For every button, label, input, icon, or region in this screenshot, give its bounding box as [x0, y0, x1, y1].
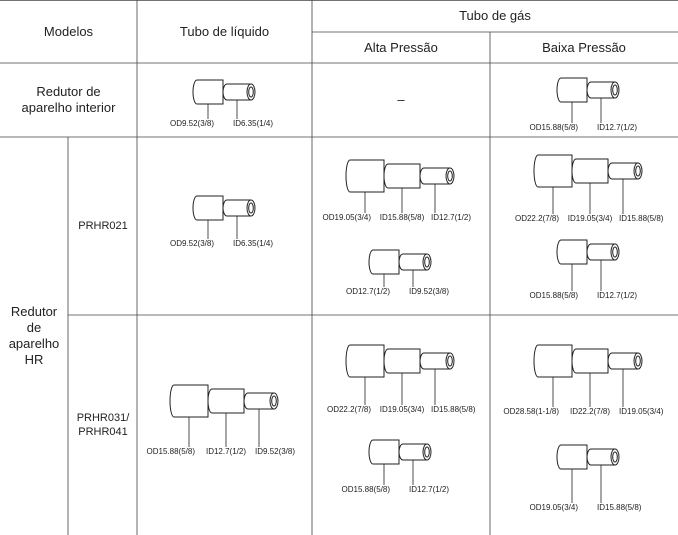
size-label: OD19.05(3/4)	[530, 503, 579, 512]
pipe-hole	[612, 246, 618, 258]
pipe-hole	[271, 395, 277, 407]
pipe-segment	[222, 83, 252, 101]
pipe-hole	[635, 165, 641, 177]
size-label: OD15.88(5/8)	[530, 123, 579, 132]
pipe-hole	[248, 202, 254, 214]
pipe-segment	[571, 348, 609, 374]
size-label: OD9.52(3/8)	[170, 119, 214, 128]
pipe-segment	[383, 163, 421, 189]
pipe-hole	[248, 86, 254, 98]
pipe-segment	[192, 79, 224, 105]
size-label: OD9.52(3/8)	[170, 239, 214, 248]
pipe-segment	[192, 195, 224, 221]
header-gas: Tubo de gás	[459, 8, 531, 23]
size-label: OD15.88(5/8)	[530, 291, 579, 300]
group-label: Redutor de aparelho HR	[8, 304, 60, 367]
size-label: OD15.88(5/8)	[147, 447, 196, 456]
header-low: Baixa Pressão	[542, 39, 626, 55]
size-label: ID6.35(1/4)	[233, 239, 273, 248]
size-label: OD22.2(7/8)	[327, 405, 371, 414]
size-label: OD12.7(1/2)	[346, 287, 390, 296]
pipe-segment	[586, 448, 616, 466]
size-label: ID9.52(3/8)	[255, 447, 295, 456]
pipe-segment	[607, 162, 639, 180]
pipe-segment	[607, 352, 639, 370]
header-liquid: Tubo de líquido	[179, 23, 270, 39]
pipe-hole	[447, 355, 453, 367]
size-label: ID12.7(1/2)	[431, 213, 471, 222]
pipe-segment	[556, 77, 588, 103]
pipe-hole	[612, 451, 618, 463]
pipe-segment	[368, 439, 400, 465]
pipe-segment	[419, 167, 451, 185]
size-label: OD19.05(3/4)	[323, 213, 372, 222]
pipe-hole	[424, 256, 430, 268]
pipe-segment	[586, 81, 616, 99]
size-label: ID19.05(3/4)	[380, 405, 425, 414]
size-label: ID15.88(5/8)	[597, 503, 642, 512]
pipe-segment	[169, 384, 209, 418]
pipe-segment	[419, 352, 451, 370]
size-label: ID15.88(5/8)	[431, 405, 476, 414]
pipe-hole	[635, 355, 641, 367]
header-models: Modelos	[43, 23, 94, 39]
pipe-segment	[368, 249, 400, 275]
size-label: ID12.7(1/2)	[597, 123, 637, 132]
pipe-segment	[207, 388, 245, 414]
model-label: Redutor de aparelho interior	[21, 84, 116, 115]
size-label: ID12.7(1/2)	[409, 485, 449, 494]
pipe-segment	[222, 199, 252, 217]
size-label: ID19.05(3/4)	[568, 214, 613, 223]
size-label: ID15.88(5/8)	[619, 214, 664, 223]
model-label: PRHR031/ PRHR041	[76, 412, 130, 438]
size-label: ID19.05(3/4)	[619, 407, 664, 416]
size-label: ID6.35(1/4)	[233, 119, 273, 128]
pipe-hole	[424, 446, 430, 458]
model-label: PRHR021	[78, 220, 128, 232]
size-label: ID12.7(1/2)	[206, 447, 246, 456]
pipe-segment	[533, 154, 573, 188]
pipe-segment	[556, 444, 588, 470]
pipe-segment	[571, 158, 609, 184]
size-label: OD22.2(7/8)	[515, 214, 559, 223]
size-label: ID9.52(3/8)	[409, 287, 449, 296]
size-label: ID12.7(1/2)	[597, 291, 637, 300]
pipe-segment	[398, 253, 428, 271]
size-label: ID22.2(7/8)	[570, 407, 610, 416]
pipe-hole	[447, 170, 453, 182]
pipe-segment	[345, 159, 385, 193]
empty-mark: –	[397, 92, 405, 107]
size-label: OD15.88(5/8)	[342, 485, 391, 494]
pipe-segment	[383, 348, 421, 374]
pipe-segment	[556, 239, 588, 265]
header-high: Alta Pressão	[364, 39, 438, 55]
size-label: OD28.58(1-1/8)	[503, 407, 559, 416]
size-label: ID15.88(5/8)	[380, 213, 425, 222]
pipe-hole	[612, 84, 618, 96]
pipe-segment	[345, 344, 385, 378]
pipe-segment	[586, 243, 616, 261]
pipe-segment	[533, 344, 573, 378]
pipe-segment	[243, 392, 275, 410]
pipe-segment	[398, 443, 428, 461]
